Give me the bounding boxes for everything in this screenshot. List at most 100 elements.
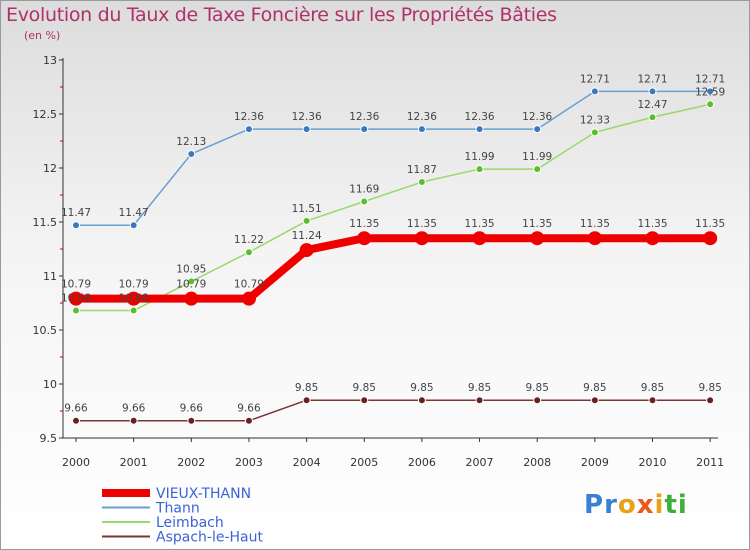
data-label-thann: 12.13 <box>176 136 206 148</box>
data-label-leimbach: 11.22 <box>234 234 264 246</box>
x-tick-label: 2005 <box>350 456 378 469</box>
logo-letter: o <box>617 490 637 520</box>
y-tick-label: 12 <box>43 162 57 175</box>
data-point-thann <box>302 125 311 134</box>
data-label-thann: 12.36 <box>234 111 264 123</box>
data-label-thann: 12.36 <box>522 111 552 123</box>
x-tick-label: 2000 <box>62 456 90 469</box>
data-point-vieux-thann <box>69 291 83 306</box>
data-point-thann <box>590 87 599 96</box>
x-tick-label: 2006 <box>408 456 436 469</box>
logo-letter: r <box>604 490 618 520</box>
data-label-vieux-thann: 10.79 <box>176 279 206 291</box>
data-point-vieux-thann <box>472 231 487 246</box>
data-point-vieux-thann <box>645 231 660 246</box>
logo-letter: i <box>654 490 665 520</box>
data-point-leimbach <box>706 100 715 109</box>
data-label-thann: 12.71 <box>580 73 610 85</box>
x-tick-label: 2008 <box>523 456 551 469</box>
data-point-aspach-le-haut <box>72 416 80 425</box>
legend-label: Leimbach <box>156 515 224 531</box>
x-tick-label: 2003 <box>235 456 263 469</box>
data-label-leimbach: 11.69 <box>349 183 379 195</box>
data-point-thann <box>417 125 426 134</box>
y-tick-label: 12.5 <box>33 108 58 121</box>
data-label-thann: 12.36 <box>292 111 322 123</box>
y-tick-label: 10.5 <box>33 324 58 337</box>
data-label-leimbach: 10.68 <box>119 293 149 305</box>
data-label-aspach-le-haut: 9.85 <box>468 382 491 394</box>
data-label-aspach-le-haut: 9.66 <box>64 403 88 415</box>
data-label-vieux-thann: 10.79 <box>61 279 91 291</box>
data-label-thann: 12.71 <box>637 73 667 85</box>
data-point-thann <box>72 221 80 230</box>
data-label-leimbach: 10.95 <box>176 263 206 275</box>
data-label-leimbach: 11.51 <box>292 203 322 215</box>
data-label-vieux-thann: 11.35 <box>349 218 379 230</box>
data-label-thann: 12.36 <box>465 111 495 123</box>
x-tick-label: 2007 <box>466 456 494 469</box>
series-line-leimbach <box>76 103 711 312</box>
data-point-aspach-le-haut <box>244 416 253 425</box>
data-label-leimbach: 12.47 <box>637 99 667 111</box>
data-label-aspach-le-haut: 9.85 <box>641 382 664 394</box>
data-point-vieux-thann <box>414 231 429 246</box>
data-point-leimbach <box>417 178 426 187</box>
data-label-aspach-le-haut: 9.66 <box>122 403 146 415</box>
logo-letter: i <box>677 490 688 520</box>
data-point-leimbach <box>187 277 196 286</box>
data-point-thann <box>129 221 138 230</box>
data-point-thann <box>533 125 542 134</box>
data-label-vieux-thann: 11.35 <box>637 218 667 230</box>
y-tick-label: 13 <box>43 54 57 67</box>
data-point-leimbach <box>590 128 599 137</box>
proxiti-logo: Proxiti <box>584 490 688 520</box>
data-point-thann <box>360 125 369 134</box>
data-point-leimbach <box>475 165 484 174</box>
data-label-aspach-le-haut: 9.85 <box>295 382 318 394</box>
data-point-aspach-le-haut <box>360 396 369 405</box>
x-tick-label: 2010 <box>639 456 667 469</box>
data-label-aspach-le-haut: 9.85 <box>583 382 606 394</box>
data-label-aspach-le-haut: 9.66 <box>237 403 261 415</box>
data-point-leimbach <box>302 216 311 225</box>
data-point-vieux-thann <box>241 291 256 306</box>
data-label-vieux-thann: 11.35 <box>695 218 725 230</box>
logo-letter: t <box>664 490 678 520</box>
data-point-vieux-thann <box>299 243 314 258</box>
data-label-vieux-thann: 11.35 <box>522 218 552 230</box>
x-tick-label: 2002 <box>177 456 205 469</box>
data-point-aspach-le-haut <box>475 396 484 405</box>
data-point-aspach-le-haut <box>648 396 657 405</box>
series-line-thann <box>76 90 711 226</box>
series-line-aspach-le-haut <box>76 399 711 422</box>
data-point-thann <box>648 87 657 96</box>
data-label-vieux-thann: 11.35 <box>407 218 437 230</box>
logo-letter: x <box>636 490 655 520</box>
data-label-vieux-thann: 10.79 <box>234 279 264 291</box>
series-line-vieux-thann <box>76 234 711 303</box>
legend-label: VIEUX-THANN <box>156 486 251 502</box>
data-label-leimbach: 12.33 <box>580 114 610 126</box>
data-label-leimbach: 10.68 <box>61 293 91 305</box>
data-point-aspach-le-haut <box>417 396 426 405</box>
data-point-vieux-thann <box>357 231 372 246</box>
y-tick-label: 10 <box>43 378 57 391</box>
data-label-vieux-thann: 11.24 <box>292 230 322 242</box>
data-point-vieux-thann <box>184 291 199 306</box>
data-point-thann <box>475 125 484 134</box>
x-tick-label: 2004 <box>293 456 321 469</box>
data-label-thann: 11.47 <box>119 207 149 219</box>
data-point-leimbach <box>72 306 80 315</box>
data-label-leimbach: 11.99 <box>522 151 552 163</box>
data-point-vieux-thann <box>587 231 602 246</box>
data-label-aspach-le-haut: 9.85 <box>410 382 433 394</box>
data-point-vieux-thann <box>530 231 545 246</box>
legend-label: Aspach-le-Haut <box>156 530 263 546</box>
data-label-aspach-le-haut: 9.66 <box>180 403 204 415</box>
x-tick-label: 2009 <box>581 456 609 469</box>
y-tick-label: 11 <box>43 270 57 283</box>
data-label-vieux-thann: 10.79 <box>119 279 149 291</box>
legend-label: Thann <box>155 501 200 517</box>
data-point-aspach-le-haut <box>533 396 542 405</box>
